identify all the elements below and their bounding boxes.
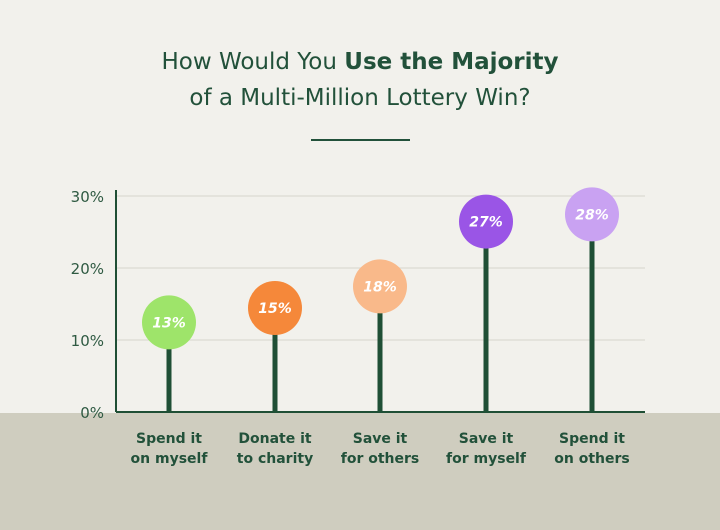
category-label: Save it	[353, 431, 408, 447]
category-label: Donate it	[238, 431, 312, 447]
lollipop-point	[353, 259, 407, 314]
category-label: for others	[341, 451, 420, 467]
lollipop-point	[459, 194, 513, 249]
data-label: 27%	[469, 215, 503, 231]
y-tick-label: 30%	[71, 188, 104, 206]
data-label: 13%	[152, 315, 186, 331]
y-tick-label: 20%	[71, 260, 104, 278]
data-label: 28%	[575, 207, 609, 223]
y-axis-ticks: 0% 10% 20% 30%	[71, 188, 104, 422]
bottom-band	[0, 413, 720, 530]
title-prefix: How Would You	[161, 49, 345, 75]
y-tick-label: 10%	[71, 332, 104, 350]
title-line-1: How Would You Use the Majority	[0, 44, 720, 80]
lollipop-point	[248, 281, 302, 335]
category-label: for myself	[446, 451, 527, 467]
category-label: Spend it	[559, 431, 625, 447]
data-label: 15%	[258, 301, 292, 317]
title-line-2: of a Multi-Million Lottery Win?	[189, 85, 531, 111]
lollipop-marks: 13% 15% 18% 27% 28%	[142, 187, 619, 412]
category-label: to charity	[237, 451, 313, 467]
category-label: on others	[554, 451, 629, 467]
lollipop-point	[142, 295, 196, 350]
category-labels: Spend it on myself Donate it to charity Save…	[131, 431, 630, 467]
chart-title: How Would You Use the Majority of a Mult…	[0, 44, 720, 116]
category-label: on myself	[131, 451, 209, 467]
category-label: Spend it	[136, 431, 202, 447]
y-tick-label: 0%	[80, 404, 104, 422]
lollipop-point	[565, 187, 619, 242]
title-emphasis: Use the Majority	[344, 49, 559, 75]
title-divider	[311, 139, 410, 141]
category-label: Save it	[459, 431, 514, 447]
data-label: 18%	[363, 279, 397, 295]
